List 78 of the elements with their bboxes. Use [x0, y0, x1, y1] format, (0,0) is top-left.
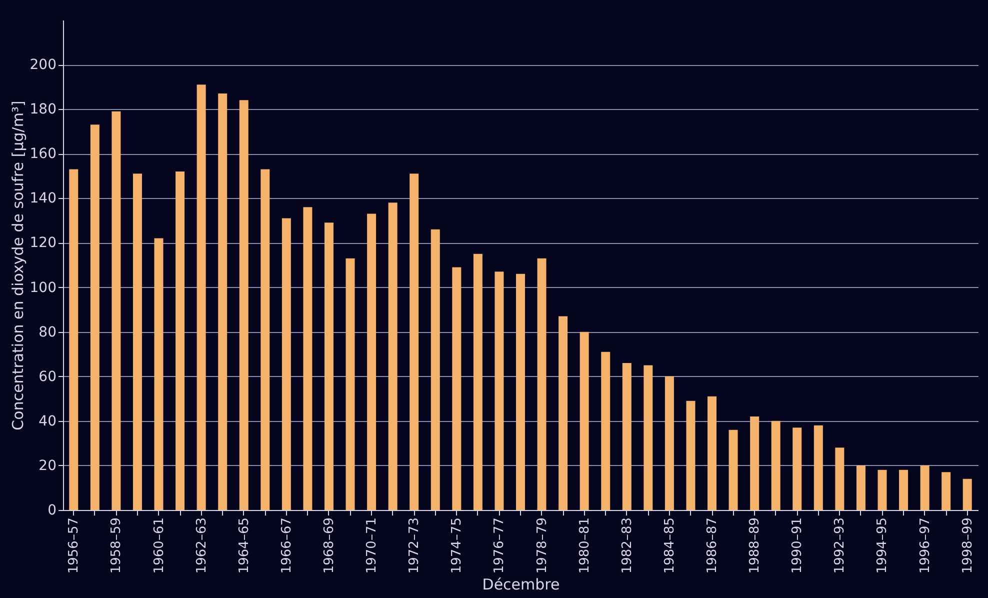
y-tick-label: 140 — [30, 190, 56, 207]
x-tick-label: 1960–61 — [152, 518, 167, 574]
bar — [601, 352, 610, 510]
x-tick-label: 1996–97 — [918, 518, 933, 574]
y-tick-label: 100 — [30, 280, 56, 296]
bar — [792, 428, 802, 510]
bar — [516, 274, 525, 510]
bar — [430, 229, 440, 510]
x-tick-label: 1992–93 — [832, 518, 848, 574]
y-tick-label: 40 — [38, 413, 56, 430]
bar — [132, 174, 142, 510]
bar — [176, 171, 185, 510]
x-tick-label: 1958–59 — [109, 518, 124, 574]
bar — [558, 316, 568, 510]
x-tick-label: 1998–99 — [960, 518, 976, 574]
y-axis-title: Concentration en dioxyde de soufre [µg/m³] — [8, 100, 27, 430]
x-tick-label: 1984–85 — [662, 518, 678, 574]
bar — [771, 420, 780, 510]
bar — [282, 218, 291, 510]
x-tick-label: 1968–69 — [322, 518, 337, 574]
y-tick-label: 180 — [30, 102, 56, 118]
x-tick-label: 1962–63 — [194, 518, 210, 574]
bar — [644, 365, 653, 510]
bar — [920, 465, 930, 510]
x-tick-label: 1974–75 — [450, 518, 465, 574]
x-tick-label: 1986–87 — [705, 518, 720, 574]
bar — [196, 84, 206, 510]
bar — [708, 396, 717, 510]
bar — [664, 376, 674, 510]
x-tick-label: 1964–65 — [236, 518, 252, 574]
bar — [303, 207, 312, 510]
x-tick-label: 1978–79 — [534, 518, 550, 574]
x-tick-label: 1990–91 — [790, 518, 806, 574]
x-tick-label: 1970–71 — [364, 518, 380, 574]
bar — [260, 169, 270, 510]
bar — [452, 267, 462, 510]
bar — [728, 430, 738, 510]
bar — [346, 258, 355, 510]
bar — [686, 400, 696, 510]
bar — [622, 363, 632, 510]
bar — [878, 470, 887, 510]
bar — [750, 416, 760, 510]
bar — [324, 222, 334, 510]
bar — [154, 238, 164, 510]
x-tick-label: 1982–83 — [620, 518, 635, 574]
bar — [856, 465, 866, 510]
y-tick-label: 60 — [38, 368, 56, 385]
y-tick-label: 80 — [38, 324, 56, 340]
bar — [537, 258, 546, 510]
y-tick-label: 160 — [30, 146, 56, 162]
bar — [367, 214, 376, 510]
x-tick-label: 1956–57 — [66, 518, 82, 574]
bar — [835, 448, 844, 510]
y-tick-label: 200 — [30, 57, 56, 74]
bar — [239, 100, 248, 510]
bar — [814, 425, 823, 510]
bar — [218, 94, 228, 510]
bar — [410, 174, 419, 510]
x-tick-label: 1976–77 — [492, 518, 508, 574]
bar — [962, 478, 972, 510]
y-tick-label: 0 — [48, 502, 56, 518]
bar — [112, 111, 121, 510]
bar — [580, 332, 589, 510]
x-axis-title: Décembre — [482, 576, 560, 594]
x-tick-label: 1966–67 — [279, 518, 294, 574]
bar — [388, 202, 398, 510]
x-tick-label: 1972–73 — [407, 518, 422, 574]
bar — [90, 124, 100, 510]
y-tick-label: 20 — [38, 458, 56, 474]
bar — [942, 472, 951, 510]
y-tick-label: 120 — [30, 235, 56, 252]
x-tick-label: 1994–95 — [875, 518, 890, 574]
x-tick-label: 1980–81 — [577, 518, 592, 574]
bar — [69, 169, 78, 510]
bar — [473, 254, 482, 510]
bar — [494, 272, 504, 510]
x-tick-label: 1988–89 — [748, 518, 763, 574]
bar — [899, 470, 908, 510]
